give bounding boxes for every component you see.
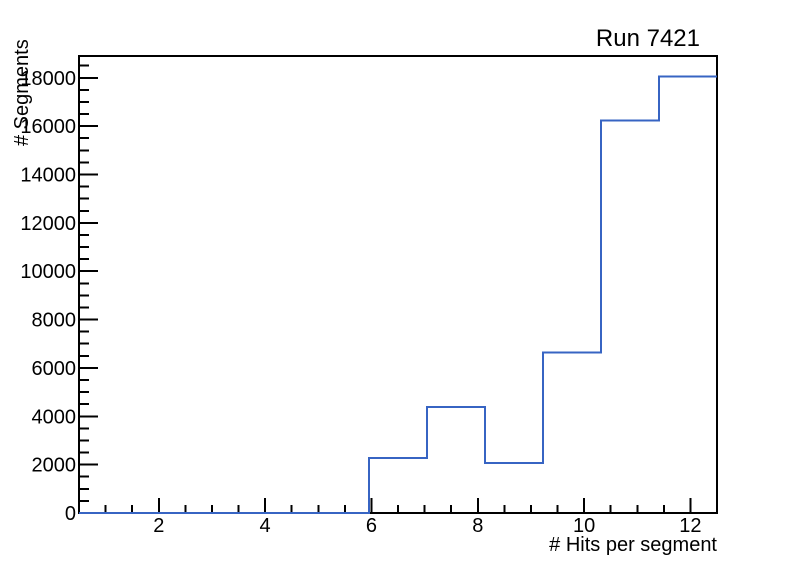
y-tick-label: 10000 [20,261,76,283]
y-tick-label: 12000 [20,213,76,235]
y-tick-label: 6000 [32,358,77,380]
histogram-line [79,75,717,514]
y-tick-label: 0 [65,503,76,525]
y-tick-label: 2000 [32,455,77,477]
chart-title: Run 7421 [596,25,700,52]
axis-tick-labels: 2 4 6 8 10 12 0 2000 4000 6000 8000 10000 12000 14000… [20,68,701,537]
y-tick-label: 18000 [20,68,76,90]
x-tick-label: 4 [260,515,271,537]
x-tick-label: 10 [573,515,595,537]
axis-ticks [79,64,692,514]
y-tick-label: 16000 [20,116,76,138]
x-tick-label: 6 [366,515,377,537]
y-tick-label: 14000 [20,164,76,186]
x-tick-label: 2 [153,515,164,537]
x-axis-title: # Hits per segment [549,534,717,556]
y-tick-label: 8000 [32,310,77,332]
y-axis-title: # Segments [11,39,33,146]
x-tick-label: 12 [679,515,701,537]
y-tick-label: 4000 [32,406,77,428]
plot-frame [78,55,718,514]
x-tick-label: 8 [472,515,483,537]
